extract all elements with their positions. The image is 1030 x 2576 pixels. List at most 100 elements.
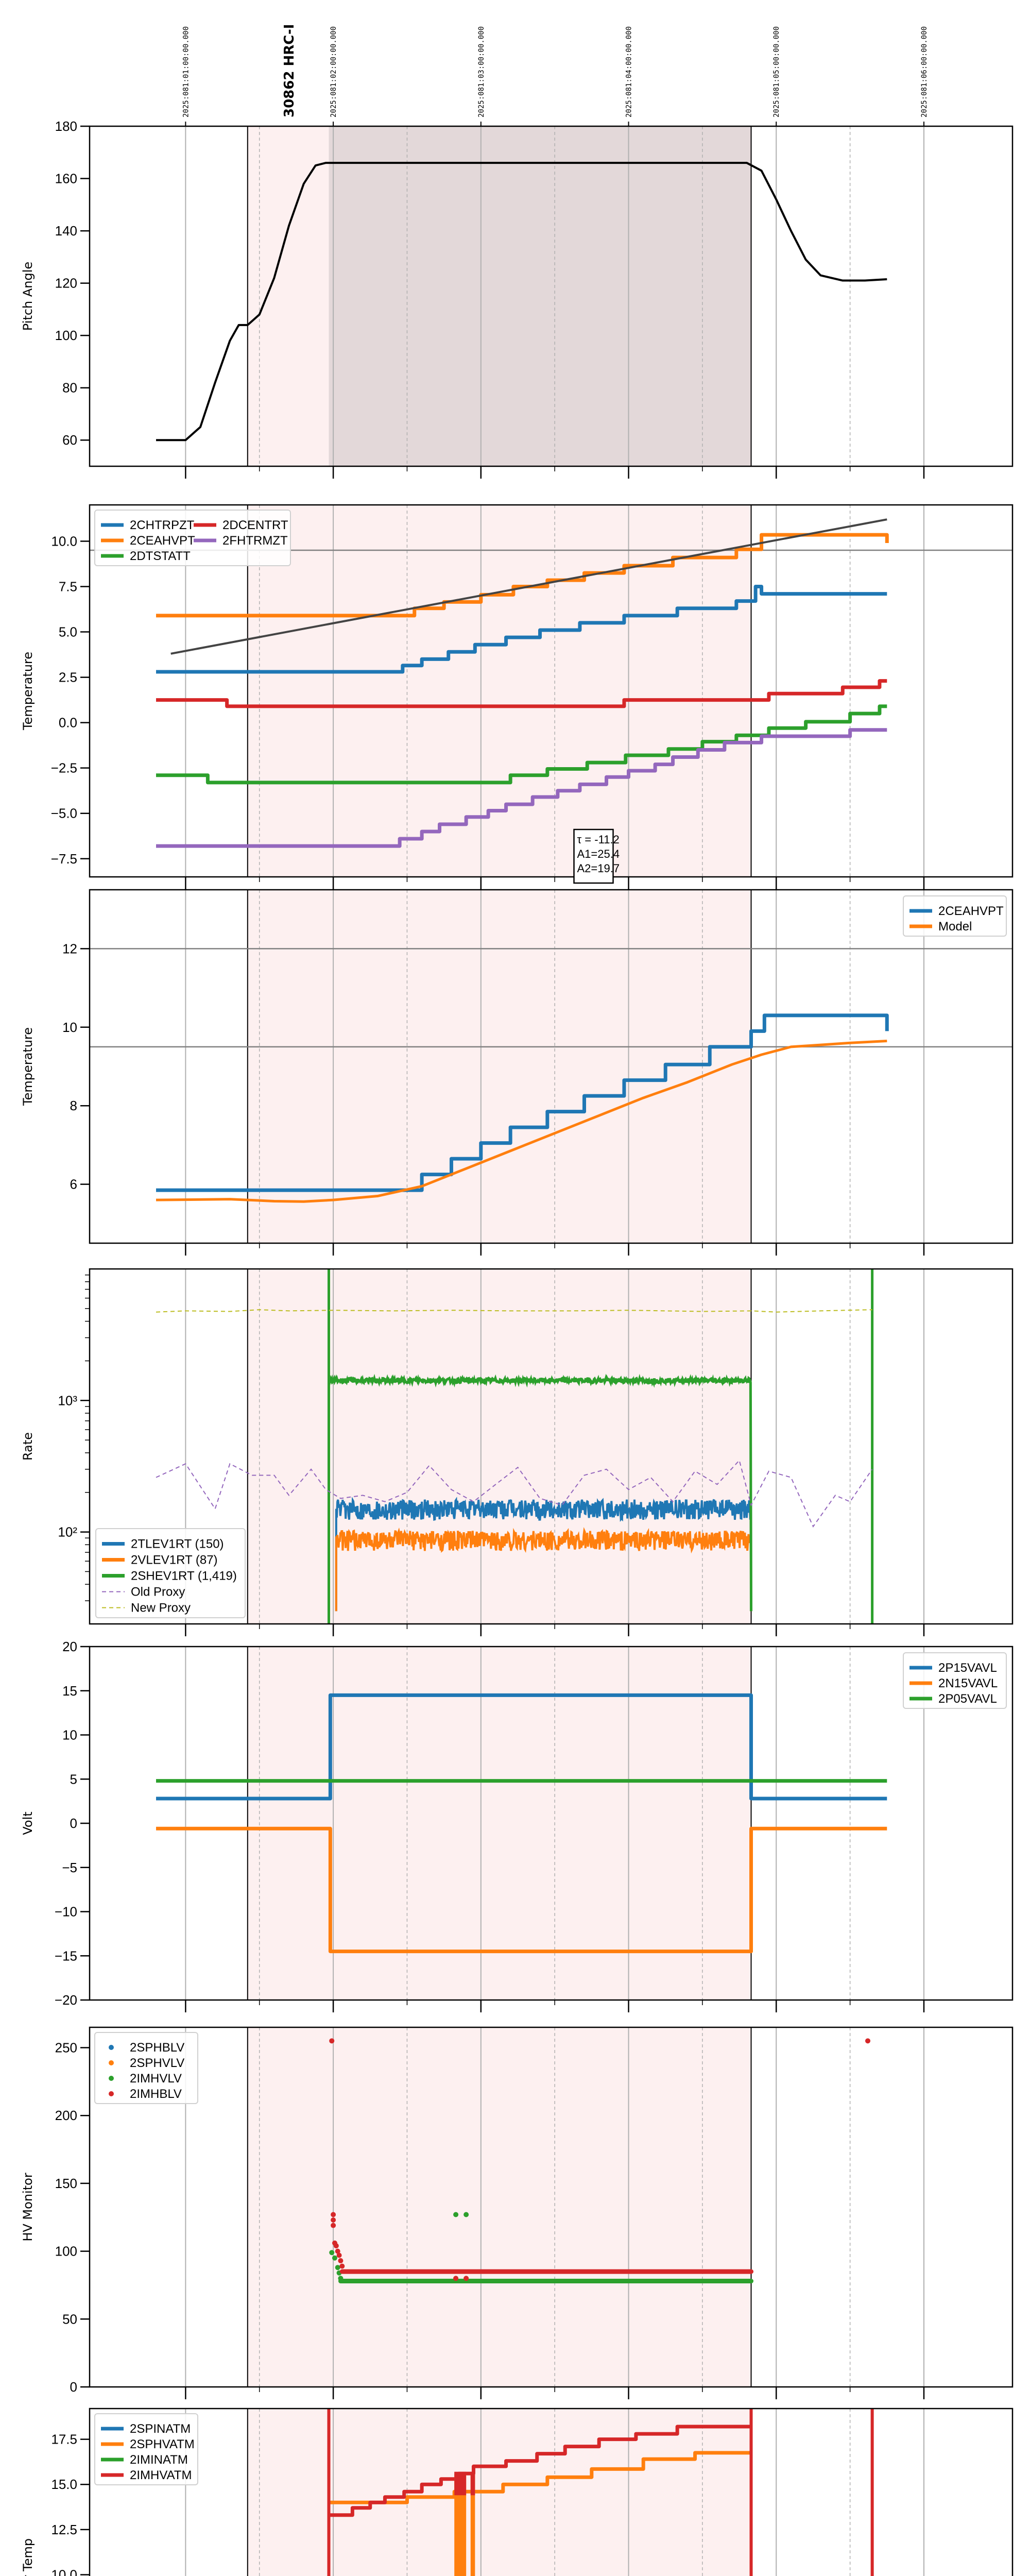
data-point [464,2276,469,2281]
dropout-block [454,2471,467,2496]
series-line-2dtstatt [156,704,887,785]
y-tick-label: 10 [62,1020,77,1035]
axes-frame [89,889,1014,1244]
legend-label: 2P05VAVL [938,1692,997,1706]
dwell-band [329,126,751,466]
series-line-2ceahvpt [156,533,889,618]
legend: 2CEAHVPT Model [903,895,1007,937]
y-tick-label: 10³ [58,1393,77,1408]
legend-label: 2SHEV1RT (1,419) [131,1569,237,1583]
y-tick-label: 60 [62,432,77,448]
y-tick-label: 7.5 [59,579,77,594]
y-tick-label: 5 [70,1771,77,1787]
data-point [335,2248,340,2254]
legend-marker [109,2060,114,2065]
y-tick-label: 250 [55,2040,77,2056]
legend-label: 2IMHVATM [130,2468,192,2482]
legend-label: New Proxy [131,1601,191,1615]
data-point [453,2212,459,2217]
y-tick-label: 12 [62,941,77,956]
legend-label: 2SPINATM [130,2422,191,2436]
legend-label: 2CHTRPZT [130,518,195,532]
observation-band [247,1647,751,2000]
y-tick-label: 180 [55,118,77,134]
legend-marker [109,2091,114,2096]
legend-label: 2CEAHVPT [130,534,195,548]
plot-area [156,1269,924,1624]
y-axis-label: Detector Temp [21,2538,35,2576]
y-tick-label: 8 [70,1098,77,1113]
series-line-new-proxy [156,1309,872,1313]
data-point [331,2212,336,2217]
axes-frame [89,1268,1014,1625]
panel-model: 6 8 10 12 Temperature 2CEAHVPT Model [21,889,1014,1256]
series-line-2shev1rt [327,1374,753,1612]
y-tick-label: 15.0 [51,2477,77,2492]
data-point [335,2265,340,2270]
legend-label: 2CEAHVPT [938,904,1004,918]
dropout-block [470,2473,475,2576]
y-tick-label: −7.5 [51,851,77,867]
y-tick-label: −5 [62,1860,77,1875]
data-point [453,2276,459,2281]
y-tick-label: 2.5 [59,670,77,685]
data-point [464,2212,469,2217]
axes-frame [89,125,1014,467]
y-tick-label: 100 [55,2244,77,2259]
data-point [336,2252,342,2258]
observation-band [247,505,751,877]
y-tick-label: 0 [70,2379,77,2395]
data-point [333,2243,339,2249]
legend-box [94,2032,198,2104]
legend-label: Old Proxy [131,1585,185,1599]
panel-pitch: 60 80 100 120 140 160 180 Pitch Angle [21,118,1014,479]
top-time-labels: 2025:081:01:00:00.000 2025:081:02:00:00.0… [182,24,929,126]
top-time-label: 2025:081:06:00:00.000 [920,26,929,117]
legend-marker [109,2045,114,2050]
y-tick-label: 6 [70,1177,77,1192]
series-line-2p15vavl [156,1693,887,1801]
legend-box [94,2413,198,2485]
y-tick-label: −5.0 [51,806,77,821]
legend-label: 2DTSTATT [130,549,191,563]
y-tick-label: −15 [55,1948,77,1963]
top-time-label: 2025:081:04:00:00.000 [625,26,633,117]
annotation-line: A2=19.7 [577,862,620,875]
plot-area [185,2409,924,2576]
data-point [331,2223,336,2228]
axes-frame [89,2026,1014,2388]
annotation-line: τ = -11.2 [577,833,620,846]
legend: 2TLEV1RT (150) 2VLEV1RT (87) 2SHEV1RT (1,4… [95,1528,246,1618]
legend-label: 2DCENTRT [222,518,288,532]
data-point [865,2038,871,2044]
y-tick-label: −10 [55,1904,77,1920]
fit-annotation: τ = -11.2 A1=25.4 A2=19.7 [573,828,620,884]
legend-label: 2N15VAVL [938,1676,998,1690]
axes-frame [89,504,1014,878]
y-tick-label: 12.5 [51,2522,77,2537]
annotation-box [573,828,614,884]
series-line-2n15vavl [156,1826,887,1954]
top-time-label: 2025:081:05:00:00.000 [772,26,781,117]
dropout-block [470,2471,475,2496]
axes-frame [89,2408,1014,2576]
legend-label: 2IMHBLV [130,2087,182,2101]
y-tick-label: 100 [55,328,77,343]
y-tick-label: 0.0 [59,715,77,731]
top-time-label: 2025:081:03:00:00.000 [477,26,486,117]
plot-area [90,505,1012,877]
data-point [339,2263,345,2269]
y-axis-label: Temperature [21,1027,35,1106]
y-tick-label: 0 [70,1816,77,1831]
series-line-pitch [156,162,887,442]
y-tick-label: 10 [62,1727,77,1743]
y-axis-label: HV Monitor [21,2173,35,2241]
legend-box [95,1528,246,1618]
series-line-2ceahvpt [156,1013,889,1192]
y-tick-label: 15 [62,1683,77,1699]
